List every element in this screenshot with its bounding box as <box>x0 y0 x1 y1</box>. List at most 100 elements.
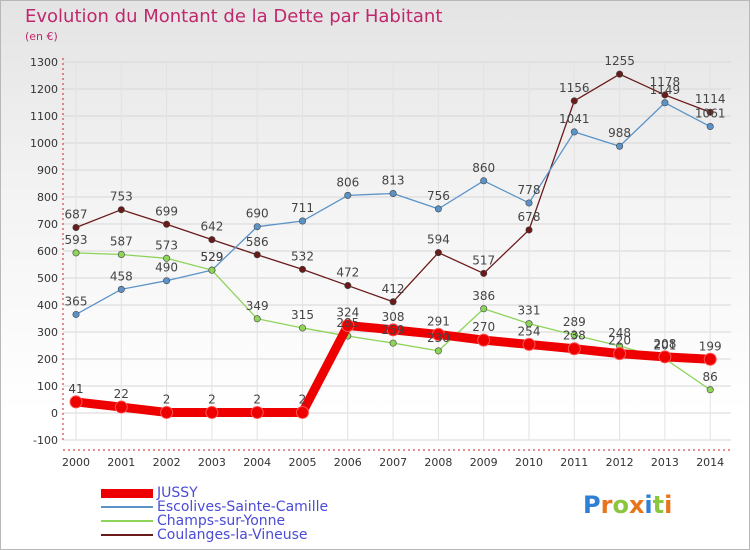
data-label: 2 <box>299 392 307 406</box>
data-label: 860 <box>472 161 495 175</box>
data-label: 289 <box>563 315 586 329</box>
data-point <box>525 226 533 234</box>
data-point <box>706 108 714 116</box>
data-label: 254 <box>518 324 541 338</box>
y-tick-label: -100 <box>33 434 58 447</box>
data-label: 315 <box>291 308 314 322</box>
data-label: 472 <box>336 266 359 280</box>
data-point <box>296 405 309 419</box>
data-label: 586 <box>246 235 269 249</box>
data-point <box>525 199 533 207</box>
data-point <box>163 277 171 285</box>
data-point <box>525 320 533 328</box>
logo-letter: r <box>600 491 613 519</box>
data-point <box>703 352 717 366</box>
data-point <box>72 249 80 257</box>
data-point <box>208 266 216 274</box>
data-label: 2 <box>163 392 171 406</box>
data-label: 988 <box>608 126 631 140</box>
x-tick-label: 2013 <box>651 456 679 469</box>
y-tick-label: 1100 <box>30 110 58 123</box>
logo-letter: P <box>583 491 601 519</box>
data-label: 687 <box>65 208 88 222</box>
legend-label: Champs-sur-Yonne <box>157 513 286 529</box>
legend-label: Escolives-Sainte-Camille <box>157 499 329 515</box>
logo-letter: x <box>628 491 645 519</box>
data-label: 753 <box>110 190 133 204</box>
data-label: 490 <box>155 261 178 275</box>
data-point <box>117 251 125 259</box>
legend-swatch <box>101 488 153 498</box>
data-label: 594 <box>427 233 450 247</box>
data-point <box>434 205 442 213</box>
data-label: 291 <box>427 314 450 328</box>
data-point <box>570 331 578 339</box>
data-point <box>658 350 672 364</box>
proxiti-logo: Proxiti <box>583 491 672 519</box>
x-tick-label: 2007 <box>379 456 407 469</box>
data-point <box>208 236 216 244</box>
legend-item: Coulanges-la-Vineuse <box>101 528 328 542</box>
data-point <box>480 305 488 313</box>
data-point <box>253 223 261 231</box>
data-point <box>477 333 491 347</box>
data-point <box>567 342 581 356</box>
data-label: 365 <box>65 294 88 308</box>
data-point <box>389 298 397 306</box>
x-tick-label: 2000 <box>62 456 90 469</box>
legend-item: JUSSY <box>101 486 328 500</box>
y-tick-label: 400 <box>37 299 58 312</box>
data-point <box>298 265 306 273</box>
data-point <box>163 220 171 228</box>
x-tick-label: 2005 <box>289 456 317 469</box>
data-label: 529 <box>200 250 223 264</box>
data-point <box>160 405 174 419</box>
x-tick-label: 2011 <box>560 456 588 469</box>
x-tick-label: 2006 <box>334 456 362 469</box>
x-tick-label: 2009 <box>470 456 498 469</box>
data-label: 2 <box>208 392 216 406</box>
data-point <box>570 97 578 105</box>
data-point <box>480 269 488 277</box>
data-label: 1114 <box>695 92 726 106</box>
x-tick-label: 2004 <box>243 456 271 469</box>
data-label: 806 <box>336 175 359 189</box>
y-tick-label: 700 <box>37 218 58 231</box>
data-label: 412 <box>382 282 405 296</box>
data-label: 285 <box>336 316 359 330</box>
data-label: 813 <box>382 173 405 187</box>
y-tick-label: 900 <box>37 164 58 177</box>
data-point <box>117 206 125 214</box>
data-label: 1061 <box>695 107 726 121</box>
x-tick-label: 2010 <box>515 456 543 469</box>
data-point <box>344 282 352 290</box>
legend-item: Champs-sur-Yonne <box>101 514 328 528</box>
data-point <box>386 323 400 337</box>
data-point <box>341 319 355 333</box>
data-label: 1041 <box>559 112 590 126</box>
x-tick-label: 2014 <box>696 456 724 469</box>
data-point <box>706 386 714 394</box>
data-point <box>434 347 442 355</box>
y-tick-label: 500 <box>37 272 58 285</box>
data-label: 208 <box>653 337 676 351</box>
data-point <box>69 395 83 409</box>
data-label: 756 <box>427 189 450 203</box>
data-label: 573 <box>155 238 178 252</box>
legend-item: Escolives-Sainte-Camille <box>101 500 328 514</box>
y-tick-label: 1300 <box>30 56 58 69</box>
data-label: 22 <box>114 387 129 401</box>
data-point <box>706 123 714 131</box>
data-label: 529 <box>200 250 223 264</box>
data-point <box>431 327 445 341</box>
data-point <box>344 191 352 199</box>
data-label: 248 <box>608 326 631 340</box>
data-label: 517 <box>472 253 495 267</box>
legend: JUSSY Escolives-Sainte-Camille Champs-sur-… <box>101 486 328 542</box>
data-point <box>389 339 397 347</box>
data-label: 259 <box>382 323 405 337</box>
logo-letter: o <box>612 491 629 519</box>
data-point <box>616 70 624 78</box>
legend-swatch <box>101 506 153 508</box>
